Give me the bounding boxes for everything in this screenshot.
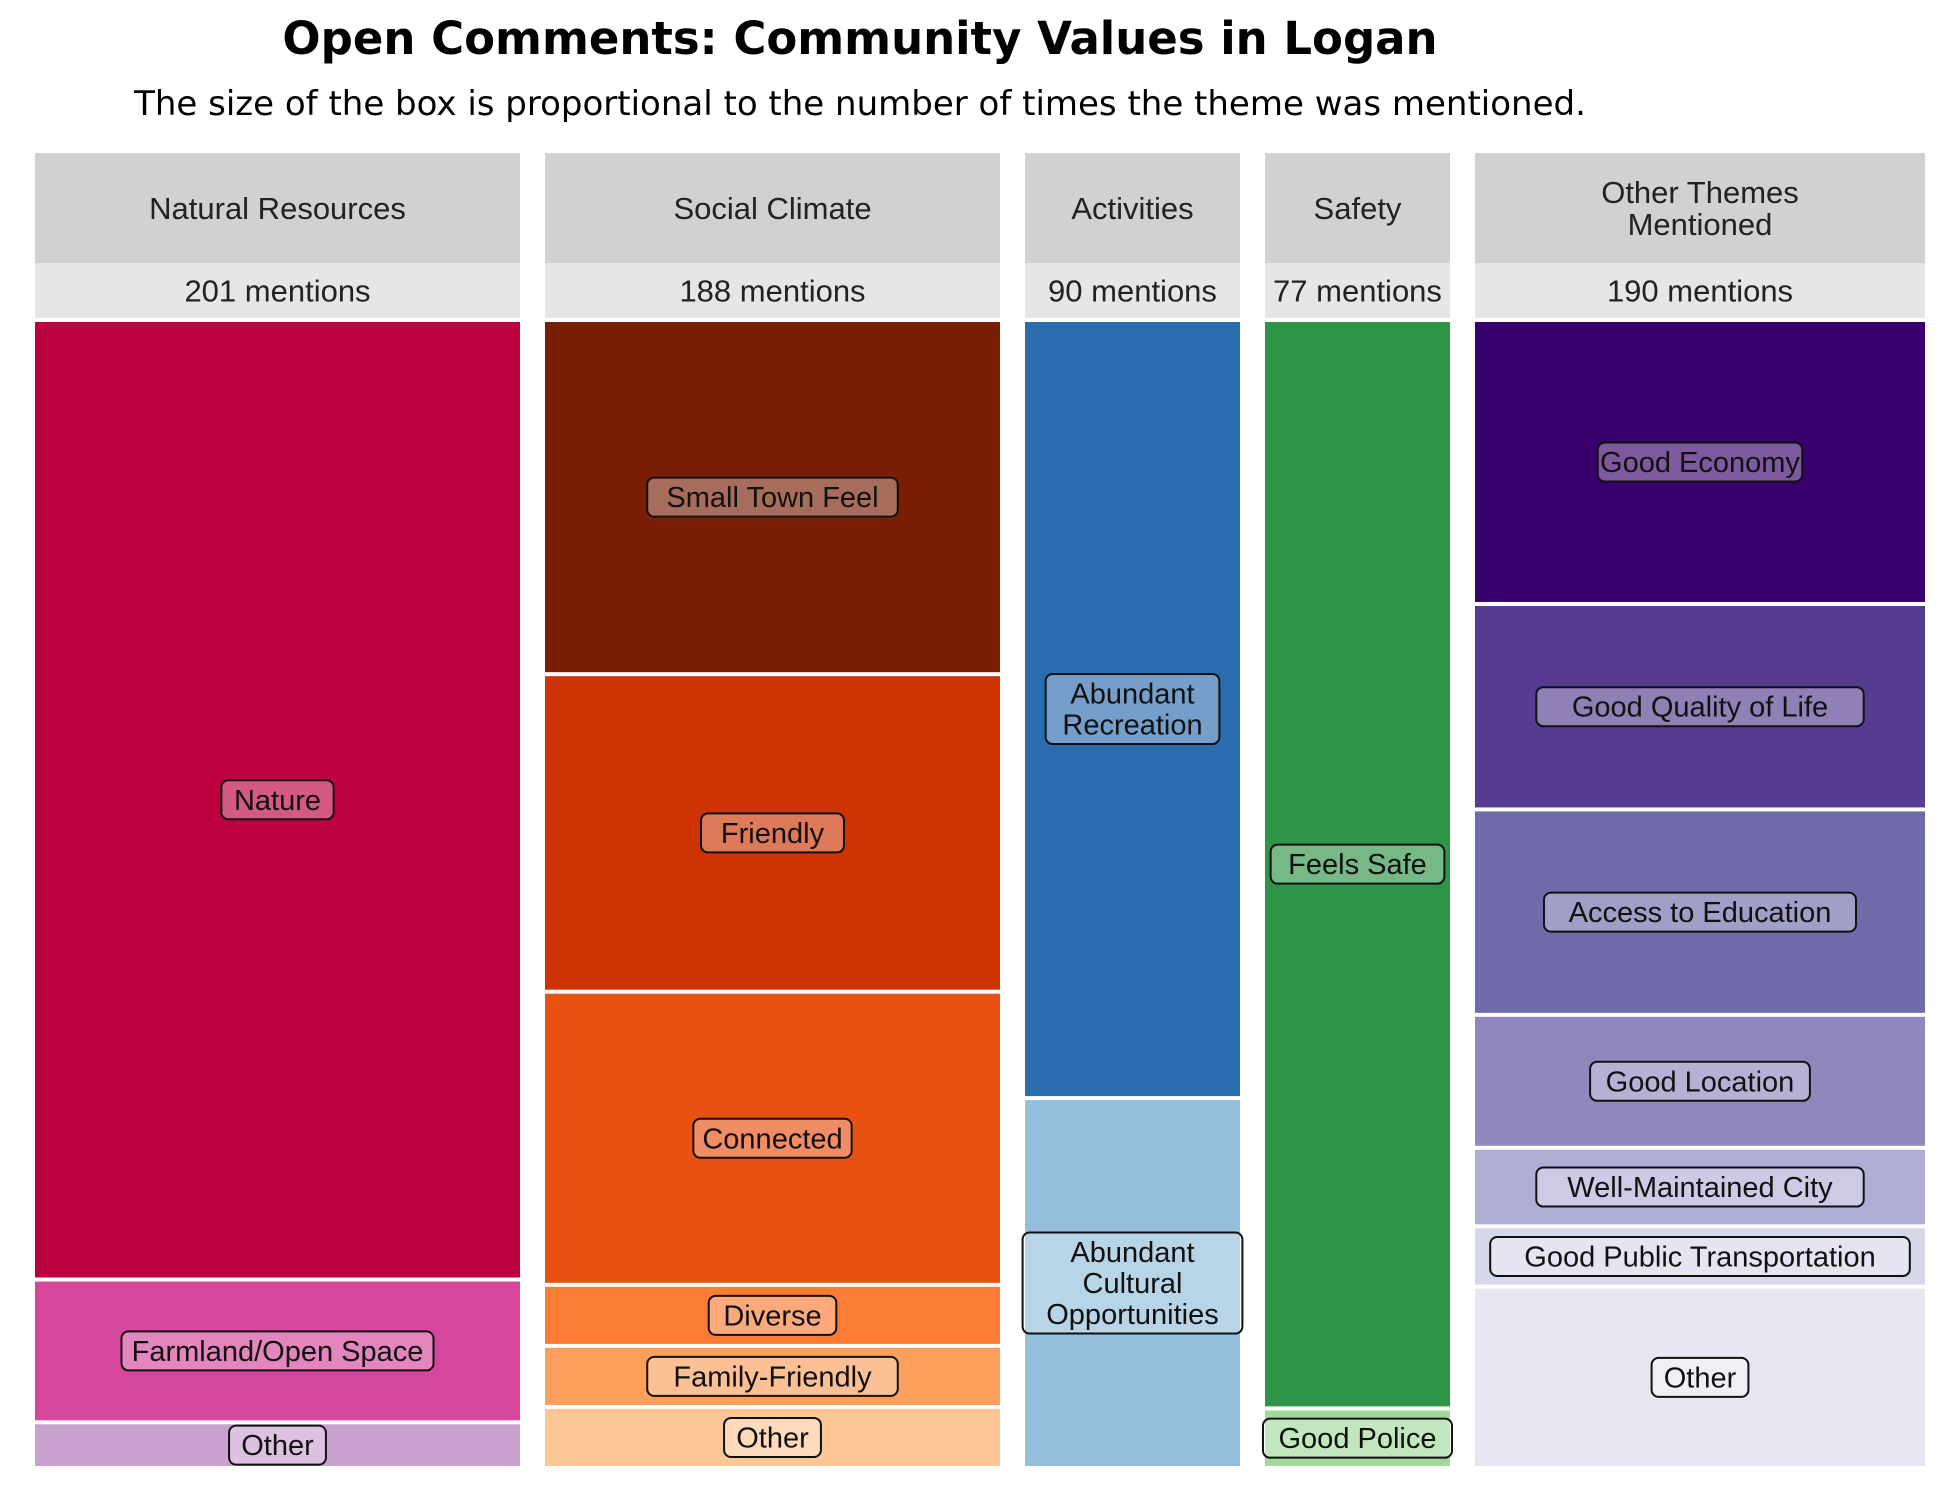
treemap-label-bg <box>1542 891 1858 933</box>
treemap-label-bg <box>707 1294 838 1336</box>
treemap-box <box>35 322 520 1278</box>
treemap-label-bg <box>646 1355 899 1397</box>
treemap-box <box>35 1424 520 1466</box>
treemap-label-bg <box>228 1424 327 1466</box>
group-header-label: Safety <box>1314 191 1402 226</box>
treemap-label-bg <box>1596 441 1804 483</box>
treemap-box <box>545 993 1000 1283</box>
treemap-label: Friendly <box>721 818 825 850</box>
treemap-box <box>35 1281 520 1421</box>
group-mentions-label: 188 mentions <box>679 274 865 309</box>
chart-title: Open Comments: Community Values in Logan <box>282 12 1438 65</box>
treemap-label-bg <box>1535 686 1865 728</box>
group-header-bg <box>1025 153 1240 263</box>
treemap-label: Connected <box>702 1123 842 1155</box>
group-header-bg <box>545 153 1000 263</box>
treemap-label: Good Economy <box>1600 447 1800 479</box>
treemap-label: Other <box>736 1422 809 1454</box>
treemap-label-bg <box>692 1117 853 1159</box>
group-header-label: Other Themes Mentioned <box>1601 175 1799 242</box>
group-header-label: Social Climate <box>673 191 871 226</box>
chart-subtitle: The size of the box is proportional to t… <box>134 84 1586 124</box>
treemap-label: Good Police <box>1279 1423 1437 1455</box>
treemap-label: Access to Education <box>1569 897 1832 929</box>
group-header-bg <box>1265 153 1450 263</box>
treemap-box <box>545 322 1000 673</box>
treemap-label-bg <box>1535 1166 1865 1208</box>
treemap-label-bg <box>1021 1231 1244 1335</box>
treemap-box <box>1265 322 1450 1407</box>
group-header-label: Activities <box>1071 191 1193 226</box>
treemap-label-bg <box>1489 1236 1911 1278</box>
treemap-box <box>545 676 1000 990</box>
treemap-label: Abundant Recreation <box>1062 679 1202 742</box>
group-safety: Safety 77 mentions Feels Safe Good Police <box>1261 153 1454 1466</box>
group-social-climate: Social Climate 188 mentions Small Town Fee… <box>545 153 1000 1466</box>
treemap-label-bg <box>700 812 845 854</box>
treemap-label-bg <box>120 1330 435 1372</box>
group-natural-resources: Natural Resources 201 mentions Nature Farml… <box>35 153 520 1466</box>
group-mentions-label: 190 mentions <box>1607 274 1793 309</box>
treemap-box <box>1475 1288 1925 1466</box>
treemap-box <box>1475 322 1925 602</box>
treemap-label: Farmland/Open Space <box>132 1336 424 1368</box>
treemap-label-bg <box>646 476 899 518</box>
group-count-bg <box>1475 263 1925 318</box>
treemap-label-bg <box>1589 1060 1811 1102</box>
group-count-bg <box>545 263 1000 318</box>
treemap-label: Abundant Cultural Opportunities <box>1046 1237 1219 1331</box>
treemap-label-bg <box>1269 843 1446 885</box>
treemap-label-bg <box>1261 1417 1454 1459</box>
treemap-label-bg <box>1044 673 1221 746</box>
treemap-box <box>1475 1016 1925 1146</box>
treemap-label: Good Public Transportation <box>1524 1242 1875 1274</box>
treemap-box <box>1025 322 1240 1097</box>
group-mentions-label: 90 mentions <box>1048 274 1217 309</box>
treemap-label: Other <box>241 1430 314 1462</box>
group-header-label: Natural Resources <box>149 191 406 226</box>
group-count-bg <box>1025 263 1240 318</box>
treemap-label: Good Location <box>1606 1066 1795 1098</box>
treemap-label: Other <box>1664 1362 1737 1394</box>
treemap-label: Feels Safe <box>1288 849 1427 881</box>
treemap-label-bg <box>1650 1356 1750 1398</box>
group-activities: Activities 90 mentions Abundant Recreation A… <box>1021 153 1244 1466</box>
treemap-label-bg <box>220 779 335 821</box>
group-count-bg <box>1265 263 1450 318</box>
group-header-bg <box>1475 153 1925 263</box>
group-mentions-label: 201 mentions <box>184 274 370 309</box>
treemap-box <box>1025 1100 1240 1466</box>
treemap-label-bg <box>723 1416 822 1458</box>
group-mentions-label: 77 mentions <box>1273 274 1442 309</box>
group-other-themes-mentioned: Other Themes Mentioned 190 mentions Good Ec… <box>1475 153 1925 1466</box>
treemap-label: Well-Maintained City <box>1567 1172 1833 1204</box>
group-count-bg <box>35 263 520 318</box>
treemap-box <box>1475 1149 1925 1225</box>
treemap-label: Small Town Feel <box>666 482 878 514</box>
treemap-box <box>1475 605 1925 808</box>
group-header-bg <box>35 153 520 263</box>
treemap-label: Diverse <box>723 1300 821 1332</box>
treemap-label: Family-Friendly <box>673 1361 872 1393</box>
treemap-box <box>1475 811 1925 1013</box>
treemap-label: Nature <box>234 785 321 817</box>
treemap-label: Good Quality of Life <box>1572 692 1828 724</box>
